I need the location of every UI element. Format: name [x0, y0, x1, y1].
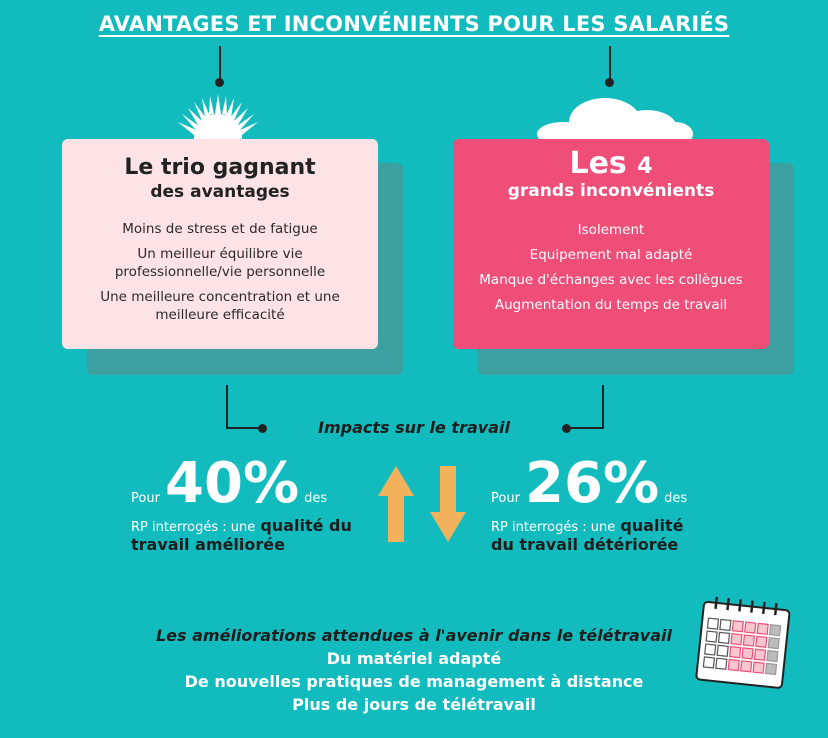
expectations-lead: Les améliorations attendues à l'avenir d… [155, 626, 672, 645]
calendar-cell [704, 643, 717, 656]
stat-suffix: des [664, 491, 688, 506]
disadvantages-title-text: Les [569, 146, 627, 181]
cloud-icon [537, 98, 693, 144]
calendar-cell [744, 621, 757, 634]
stat-prefix: Pour [131, 491, 160, 506]
expectations: Les améliorations attendues à l'avenir d… [0, 624, 828, 716]
stat-suffix: des [304, 491, 328, 506]
calendar-cell [705, 630, 718, 643]
calendar-cell [766, 649, 779, 663]
calendar-cell [716, 644, 729, 657]
list-item: Un meilleur équilibre vie professionnell… [114, 246, 326, 280]
calendar-cell [768, 624, 782, 637]
stat-value: 26% [525, 451, 660, 516]
stat-strong1: qualité du [260, 516, 352, 535]
calendar-cell [715, 657, 728, 670]
sun-icon [178, 94, 258, 142]
calendar-cell [753, 648, 767, 661]
list-item: De nouvelles pratiques de management à d… [184, 672, 644, 691]
calendar-cell [742, 634, 756, 647]
disadvantages-card: Les 4 grands inconvénients Isolement Equ… [453, 139, 769, 349]
calendar-cell [767, 636, 780, 650]
arrow-down-icon [430, 466, 466, 542]
calendar-cell [731, 620, 744, 633]
stat-value: 40% [165, 451, 300, 516]
list-item: Du matériel adapté [326, 649, 502, 668]
connector-dot [215, 78, 224, 87]
stat-strong2: du travail détériorée [491, 535, 679, 554]
list-item: Une meilleure concentration et une meill… [100, 289, 340, 323]
connector-dot [605, 78, 614, 87]
advantages-card: Le trio gagnant des avantages Moins de s… [62, 139, 378, 349]
advantages-title: Le trio gagnant [124, 155, 316, 180]
calendar-cell [764, 662, 778, 676]
calendar-cell [719, 618, 732, 632]
disadvantages-title: Les 4 [453, 149, 769, 179]
connector-left-top [219, 46, 221, 82]
list-item: Equipement mal adapté [529, 247, 693, 263]
calendar-cell [727, 658, 740, 672]
impacts-label: Impacts sur le travail [318, 418, 510, 437]
calendar-cell [717, 631, 731, 645]
connector-right-top [609, 46, 611, 82]
list-item: Manque d'échanges avec les collègues [479, 272, 743, 288]
connector-right-bottom [602, 385, 604, 429]
stat-line2: RP interrogés : une [491, 520, 616, 535]
arrow-up-icon [378, 466, 414, 542]
connector-dot [562, 424, 571, 433]
calendar-cell [702, 656, 716, 669]
list-item: Plus de jours de télétravail [292, 695, 536, 714]
stat-strong1: qualité [620, 516, 684, 535]
calendar-cell [756, 622, 769, 636]
list-item: Moins de stress et de fatigue [122, 221, 318, 237]
calendar-cell [740, 660, 753, 673]
list-item: Augmentation du temps de travail [494, 297, 728, 313]
calendar-cell [752, 661, 765, 674]
calendar-cell [730, 633, 743, 646]
calendar-cell [741, 647, 754, 660]
stat-strong2: travail améliorée [131, 535, 285, 554]
calendar-icon [695, 596, 791, 689]
stat-deteriorated: Pour 26% des RP interrogés : une qualité… [491, 456, 721, 555]
connector-right-bottom-h [566, 427, 604, 429]
connector-dot [258, 424, 267, 433]
connector-left-bottom-h [226, 427, 262, 429]
calendar-cell [755, 635, 768, 648]
advantages-subtitle: des avantages [150, 182, 290, 202]
disadvantages-subtitle: grands inconvénients [507, 181, 715, 201]
disadvantages-title-number: 4 [637, 154, 653, 179]
stat-prefix: Pour [491, 491, 520, 506]
calendar-cell [728, 645, 742, 659]
list-item: Isolement [577, 222, 645, 238]
connector-left-bottom [226, 385, 228, 429]
calendar-cell [706, 617, 720, 630]
page-title: AVANTAGES ET INCONVÉNIENTS POUR LES SALA… [98, 12, 730, 36]
stat-improved: Pour 40% des RP interrogés : une qualité… [131, 456, 376, 555]
stat-line2: RP interrogés : une [131, 520, 256, 535]
